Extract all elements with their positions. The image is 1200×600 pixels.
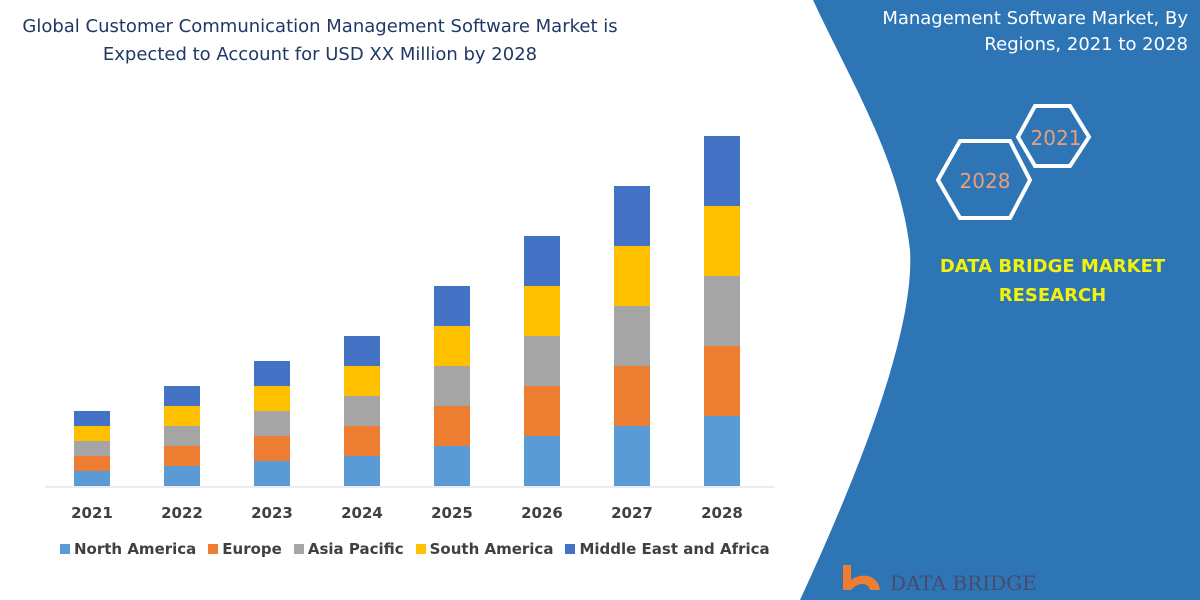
- bar-segment-2021-europe: [74, 456, 110, 471]
- chart-title-line1: Global Customer Communication Management…: [22, 16, 618, 37]
- legend-item-europe: Europe: [208, 540, 282, 558]
- brand-line1: DATA BRIDGE MARKET: [939, 256, 1166, 277]
- bar-segment-2025-north-america: [434, 446, 470, 486]
- bar-segment-2023-asia-pacific: [254, 411, 290, 436]
- bar-segment-2024-middle-east-and-africa: [344, 336, 380, 366]
- x-tick-label: 2024: [341, 504, 383, 522]
- bar-segment-2023-south-america: [254, 386, 290, 411]
- legend-swatch: [415, 544, 426, 554]
- bar-segment-2022-europe: [164, 446, 200, 466]
- hexagon-2028: [935, 139, 1033, 220]
- bars: [74, 136, 740, 486]
- bar-segment-2025-asia-pacific: [434, 366, 470, 406]
- bar-segment-2027-middle-east-and-africa: [614, 186, 650, 246]
- bar-segment-2021-asia-pacific: [74, 441, 110, 456]
- legend-item-south-america: South America: [415, 540, 554, 558]
- bar-segment-2028-middle-east-and-africa: [704, 136, 740, 206]
- legend-item-north-america: North America: [60, 540, 196, 558]
- bar-segment-2026-middle-east-and-africa: [524, 236, 560, 286]
- bar-segment-2022-south-america: [164, 406, 200, 426]
- bar-segment-2022-middle-east-and-africa: [164, 386, 200, 406]
- bar-segment-2028-north-america: [704, 416, 740, 486]
- x-tick-label: 2028: [701, 504, 743, 522]
- bar-segment-2025-middle-east-and-africa: [434, 286, 470, 326]
- panel-title-line2: Regions, 2021 to 2028: [984, 34, 1188, 55]
- legend-swatch: [208, 544, 219, 554]
- legend-item-middle-east-africa: Middle East and Africa: [565, 540, 770, 558]
- x-tick-label: 2027: [611, 504, 653, 522]
- legend-item-asia-pacific: Asia Pacific: [293, 540, 404, 558]
- bar-segment-2026-europe: [524, 386, 560, 436]
- bar-segment-2027-north-america: [614, 426, 650, 486]
- bar-segment-2027-europe: [614, 366, 650, 426]
- hex-label-2028: 2028: [960, 169, 1011, 193]
- bar-segment-2023-middle-east-and-africa: [254, 361, 290, 386]
- bar-segment-2024-north-america: [344, 456, 380, 486]
- bar-segment-2022-north-america: [164, 466, 200, 486]
- brand-line2: RESEARCH: [998, 285, 1107, 306]
- bar-segment-2026-south-america: [524, 286, 560, 336]
- x-tick-label: 2022: [161, 504, 203, 522]
- hexagon-2021: [1015, 104, 1092, 168]
- logo-mark-icon: [843, 565, 880, 590]
- bar-segment-2021-middle-east-and-africa: [74, 411, 110, 426]
- logo: DATA BRIDGE: [843, 565, 1037, 595]
- bar-segment-2027-asia-pacific: [614, 306, 650, 366]
- logo-text: DATA BRIDGE: [890, 571, 1037, 595]
- side-panel: [800, 0, 1200, 600]
- bar-segment-2024-asia-pacific: [344, 396, 380, 426]
- x-tick-label: 2026: [521, 504, 563, 522]
- legend-label: Europe: [222, 540, 282, 558]
- x-tick-label: 2025: [431, 504, 473, 522]
- bar-segment-2025-south-america: [434, 326, 470, 366]
- legend-swatch: [60, 544, 70, 554]
- bar-segment-2028-europe: [704, 346, 740, 416]
- bar-segment-2024-south-america: [344, 366, 380, 396]
- bar-segment-2021-south-america: [74, 426, 110, 441]
- bar-segment-2025-europe: [434, 406, 470, 446]
- bar-segment-2023-europe: [254, 436, 290, 461]
- legend-label: Middle East and Africa: [579, 540, 770, 558]
- bar-segment-2026-asia-pacific: [524, 336, 560, 386]
- legend-label: Asia Pacific: [307, 540, 404, 558]
- legend-label: South America: [429, 540, 554, 558]
- x-tick-label: 2021: [71, 504, 113, 522]
- legend-label: North America: [74, 540, 197, 558]
- legend-swatch: [293, 544, 304, 554]
- bar-segment-2022-asia-pacific: [164, 426, 200, 446]
- bar-segment-2021-north-america: [74, 471, 110, 486]
- chart-title-line2: Expected to Account for USD XX Million b…: [102, 44, 538, 65]
- bar-segment-2028-asia-pacific: [704, 276, 740, 346]
- panel-title-line1: Management Software Market, By: [882, 8, 1188, 29]
- bar-segment-2026-north-america: [524, 436, 560, 486]
- bar-segment-2023-north-america: [254, 461, 290, 486]
- bar-segment-2024-europe: [344, 426, 380, 456]
- bar-segment-2027-south-america: [614, 246, 650, 306]
- x-tick-label: 2023: [251, 504, 293, 522]
- x-tick-labels: 2021 2022 2023 2024 2025 2026 2027 2028: [71, 504, 743, 522]
- legend: North America Europe Asia Pacific South …: [60, 540, 770, 558]
- legend-swatch: [565, 544, 576, 554]
- bar-segment-2028-south-america: [704, 206, 740, 276]
- hex-label-2021: 2021: [1031, 126, 1082, 150]
